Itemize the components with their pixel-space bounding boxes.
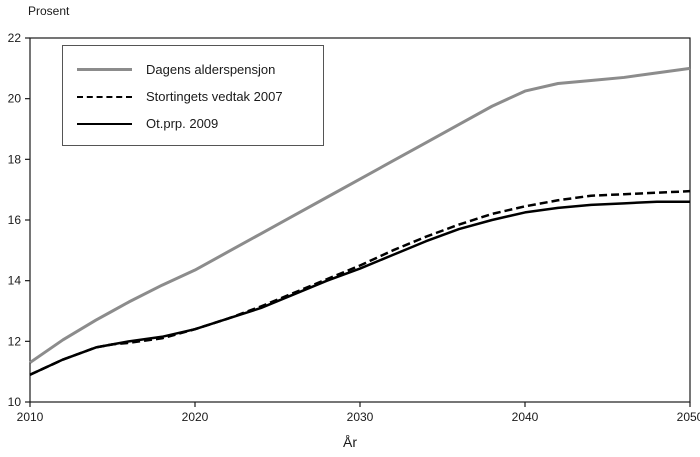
legend-line-sample-gray-solid (77, 68, 132, 71)
x-tick-label: 2010 (17, 410, 44, 424)
legend-label: Ot.prp. 2009 (146, 116, 219, 131)
x-tick-label: 2020 (182, 410, 209, 424)
legend: Dagens alderspensjon Stortingets vedtak … (62, 45, 324, 146)
x-tick-label: 2050 (677, 410, 700, 424)
y-tick-label: 14 (8, 274, 22, 288)
y-tick-label: 10 (8, 395, 22, 409)
series-line-0 (29, 66, 691, 364)
y-tick-label: 12 (8, 334, 22, 348)
legend-item-dagens-alderspensjon: Dagens alderspensjon (77, 56, 323, 83)
legend-line-sample-black-solid (77, 122, 132, 125)
y-tick-label: 22 (8, 31, 22, 45)
x-axis-label: År (343, 434, 357, 450)
y-tick-label: 20 (8, 92, 22, 106)
legend-item-otprp-2009: Ot.prp. 2009 (77, 110, 323, 137)
series-line-1 (29, 189, 691, 376)
legend-item-stortingets-vedtak-2007: Stortingets vedtak 2007 (77, 83, 323, 110)
legend-label: Stortingets vedtak 2007 (146, 89, 283, 104)
legend-line-sample-black-dashed (77, 95, 132, 98)
x-tick-label: 2040 (512, 410, 539, 424)
y-tick-label: 16 (8, 213, 22, 227)
y-tick-label: 18 (8, 152, 22, 166)
series-line-2 (29, 200, 690, 376)
legend-label: Dagens alderspensjon (146, 62, 276, 77)
x-tick-label: 2030 (347, 410, 374, 424)
y-axis-label: Prosent (28, 4, 70, 18)
